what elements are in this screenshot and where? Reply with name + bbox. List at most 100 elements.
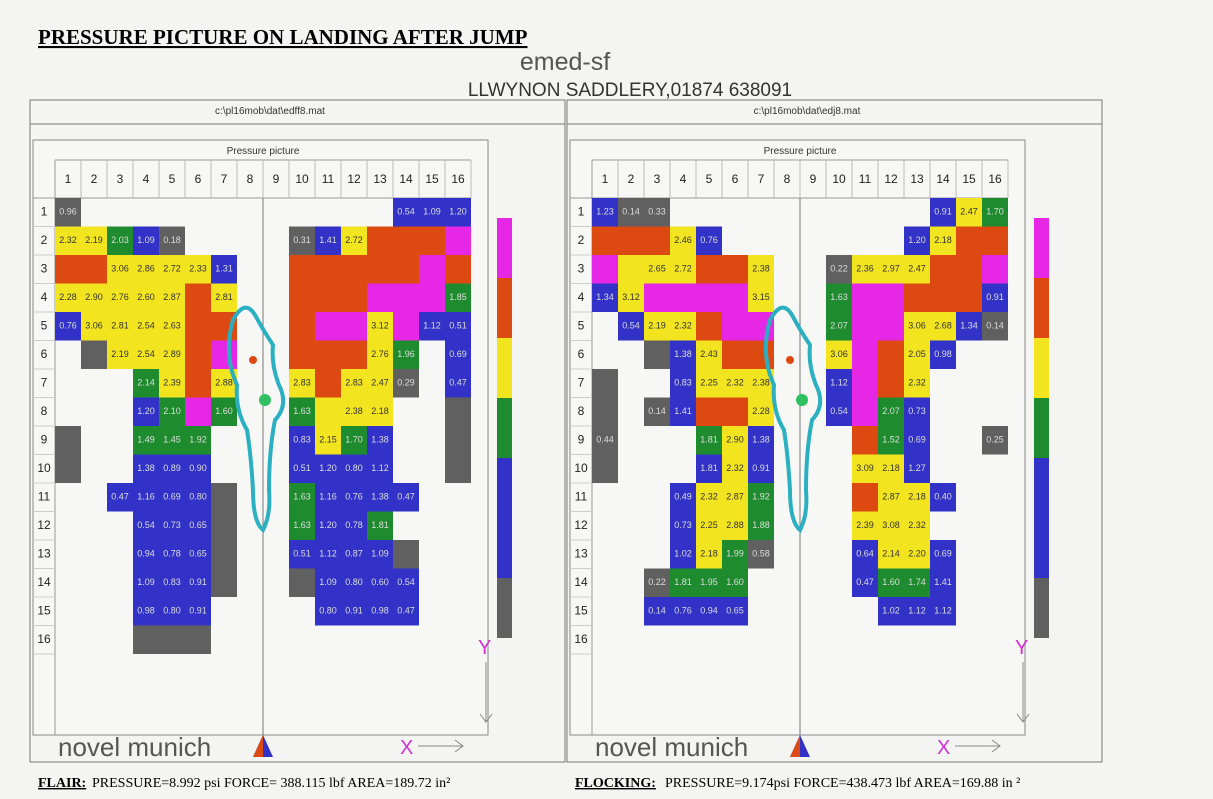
row-number: 13 xyxy=(37,546,51,560)
cell-value: 2.19 xyxy=(648,321,666,331)
pressure-cell xyxy=(393,312,419,341)
pressure-cell xyxy=(592,426,618,455)
pressure-cell xyxy=(722,511,748,540)
pressure-cell xyxy=(644,340,670,369)
pressure-cell xyxy=(211,340,237,369)
pressure-cell xyxy=(289,226,315,255)
cell-value: 0.94 xyxy=(137,549,155,559)
pressure-cell xyxy=(81,226,107,255)
cell-value: 1.12 xyxy=(934,606,952,616)
legend-segment xyxy=(1034,218,1049,278)
pressure-cell xyxy=(878,340,904,369)
pressure-cell xyxy=(419,226,445,255)
row-number: 15 xyxy=(37,603,51,617)
cell-value: 0.91 xyxy=(189,577,207,587)
pressure-cell xyxy=(185,454,211,483)
pressure-cell xyxy=(930,540,956,569)
column-number: 6 xyxy=(732,172,739,186)
pressure-cell xyxy=(55,312,81,341)
cell-value: 1.60 xyxy=(726,577,744,587)
column-number: 11 xyxy=(322,172,335,186)
pressure-cell xyxy=(930,255,956,284)
cell-value: 1.63 xyxy=(830,292,848,302)
cell-value: 2.38 xyxy=(752,378,770,388)
cell-value: 2.65 xyxy=(648,264,666,274)
pressure-cell xyxy=(159,568,185,597)
cell-value: 0.51 xyxy=(449,321,467,331)
pressure-cell xyxy=(644,283,670,312)
pressure-cell xyxy=(748,511,774,540)
cell-value: 1.12 xyxy=(423,321,441,331)
pressure-cell xyxy=(930,198,956,227)
cell-value: 2.72 xyxy=(674,264,692,274)
legend-segment xyxy=(1034,578,1049,638)
cell-value: 1.02 xyxy=(674,549,692,559)
pressure-cell xyxy=(852,255,878,284)
pressure-cell xyxy=(748,397,774,426)
cell-value: 2.81 xyxy=(111,321,129,331)
pressure-cell xyxy=(185,369,211,398)
pressure-cell xyxy=(445,198,471,227)
pressure-cell xyxy=(748,255,774,284)
row-number: 16 xyxy=(574,632,588,646)
pressure-cell xyxy=(618,198,644,227)
cell-value: 1.38 xyxy=(371,435,389,445)
grid-title: Pressure picture xyxy=(764,146,837,157)
pressure-cell xyxy=(644,312,670,341)
row-number: 3 xyxy=(41,261,48,275)
cell-value: 0.78 xyxy=(163,549,181,559)
pressure-cell xyxy=(315,312,341,341)
pressure-cell xyxy=(878,568,904,597)
cell-value: 2.47 xyxy=(371,378,389,388)
cell-value: 1.34 xyxy=(960,321,978,331)
pressure-cell xyxy=(696,312,722,341)
pressure-cell xyxy=(211,255,237,284)
column-number: 12 xyxy=(347,172,361,186)
row-number: 8 xyxy=(41,404,48,418)
cell-value: 0.47 xyxy=(111,492,129,502)
pressure-cell xyxy=(670,226,696,255)
pressure-cell xyxy=(133,483,159,512)
row-number: 5 xyxy=(41,318,48,332)
pressure-cell xyxy=(696,568,722,597)
pressure-cell xyxy=(393,255,419,284)
pressure-cell xyxy=(670,483,696,512)
system-name: emed-sf xyxy=(520,48,610,76)
legend-segment xyxy=(497,338,512,398)
pressure-cell xyxy=(419,312,445,341)
pressure-cell xyxy=(826,369,852,398)
pressure-cell xyxy=(956,255,982,284)
pressure-cell xyxy=(315,568,341,597)
pressure-cell xyxy=(133,454,159,483)
pressure-cell xyxy=(55,283,81,312)
cell-value: 0.25 xyxy=(986,435,1004,445)
pressure-cell xyxy=(982,426,1008,455)
foot-marker xyxy=(259,394,271,406)
axis-y-label: Y xyxy=(1015,637,1028,659)
pressure-cell xyxy=(722,369,748,398)
pressure-cell xyxy=(852,283,878,312)
column-number: 15 xyxy=(425,172,439,186)
pressure-cell xyxy=(445,312,471,341)
pressure-cell xyxy=(904,340,930,369)
cell-value: 1.45 xyxy=(163,435,181,445)
cell-value: 1.20 xyxy=(449,207,467,217)
pressure-cell xyxy=(211,397,237,426)
pressure-cell xyxy=(722,340,748,369)
pressure-cell xyxy=(315,454,341,483)
pressure-cell xyxy=(159,454,185,483)
pressure-cell xyxy=(133,369,159,398)
pressure-cell xyxy=(367,369,393,398)
cell-value: 1.63 xyxy=(293,492,311,502)
column-number: 3 xyxy=(117,172,124,186)
pressure-cell xyxy=(696,511,722,540)
pressure-cell xyxy=(159,540,185,569)
column-number: 5 xyxy=(169,172,176,186)
cell-value: 2.18 xyxy=(700,549,718,559)
cell-value: 1.85 xyxy=(449,292,467,302)
pressure-cell xyxy=(592,369,618,398)
cell-value: 2.14 xyxy=(137,378,155,388)
cell-value: 2.47 xyxy=(908,264,926,274)
grid-title: Pressure picture xyxy=(227,146,300,157)
brand: novel munich xyxy=(595,732,748,762)
